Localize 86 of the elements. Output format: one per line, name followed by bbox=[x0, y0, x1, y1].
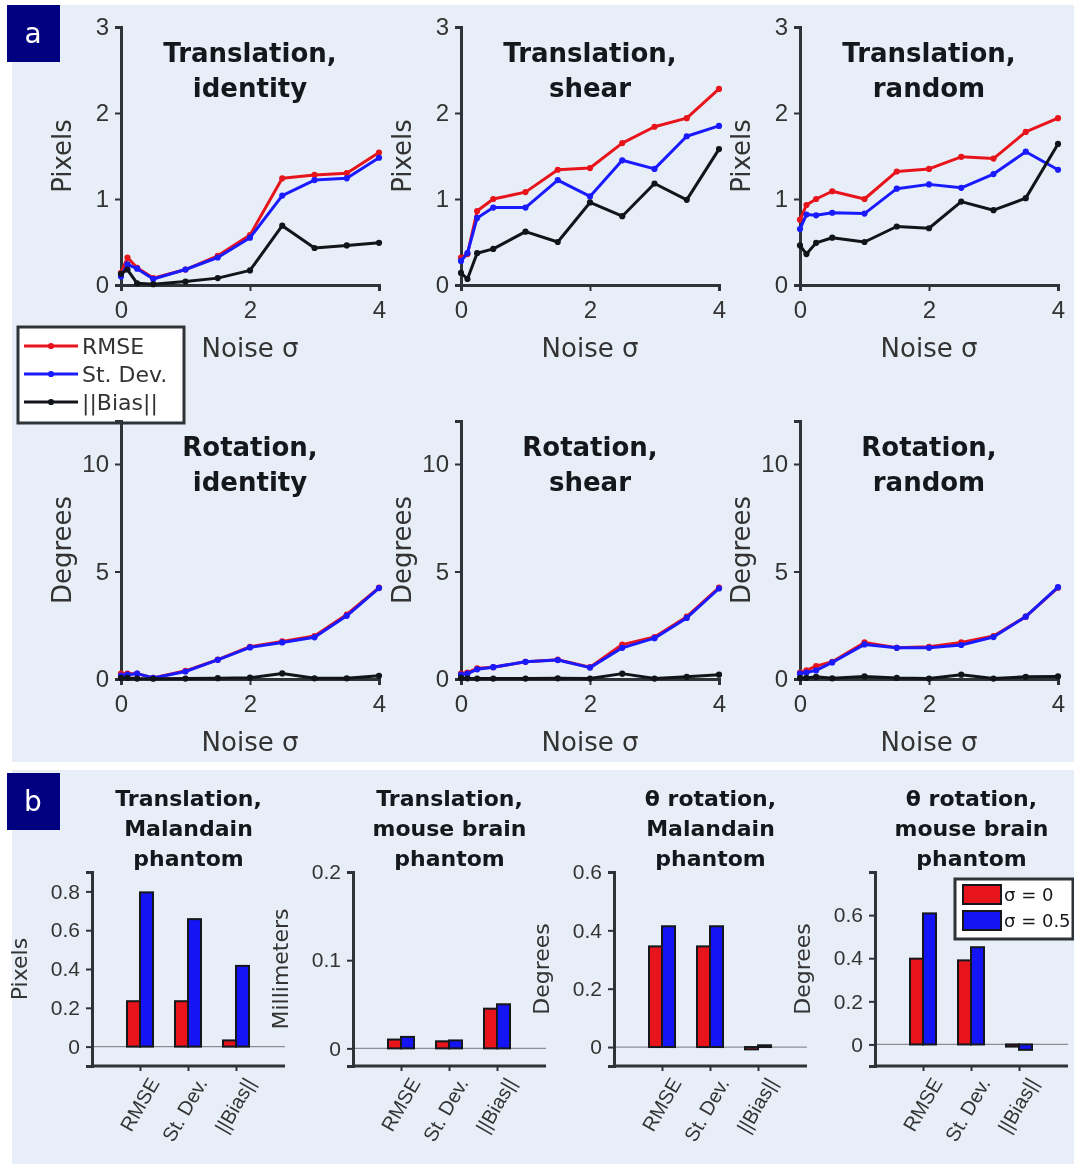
chart-title: θ rotation, Malandain phantom bbox=[644, 786, 777, 871]
y-tick-label: 0 bbox=[435, 665, 449, 693]
y-tick-label: 0 bbox=[774, 271, 788, 299]
y-tick-label: 10 bbox=[82, 450, 109, 478]
y-axis-title: Millimeters bbox=[268, 908, 293, 1030]
y-tick-label: 5 bbox=[774, 557, 788, 585]
x-tick-label: 0 bbox=[793, 296, 808, 324]
x-tick-label: 0 bbox=[793, 690, 808, 718]
x-axis-title: Noise σ bbox=[201, 727, 299, 757]
y-tick-label: 0.2 bbox=[833, 989, 863, 1013]
y-tick-label: 1 bbox=[435, 185, 449, 213]
x-tick-label: 2 bbox=[922, 690, 937, 718]
y-tick-label: 0.2 bbox=[572, 976, 602, 1000]
x-tick-label: 2 bbox=[243, 296, 258, 324]
y-tick-label: 0.2 bbox=[311, 860, 341, 884]
y-tick-label: 5 bbox=[95, 557, 109, 585]
chart-title: Translation, Malandain phantom bbox=[115, 786, 262, 871]
y-axis-title: Pixels bbox=[47, 119, 77, 193]
legend-label: σ = 0 bbox=[1004, 884, 1054, 905]
y-tick-label: 2 bbox=[435, 99, 449, 127]
x-tick-label: 0 bbox=[114, 690, 129, 718]
y-tick-label: 3 bbox=[95, 13, 109, 41]
text: Translation, identity bbox=[163, 38, 337, 103]
x-tick-label: 2 bbox=[922, 296, 937, 324]
y-tick-label: 1 bbox=[774, 185, 788, 213]
text: Translation, random bbox=[842, 38, 1016, 103]
legend-label: ||Bias|| bbox=[82, 390, 158, 416]
text: a bbox=[24, 17, 42, 50]
x-tick-label: 2 bbox=[243, 690, 258, 718]
x-tick-label: 4 bbox=[1051, 690, 1066, 718]
y-axis-title: Degrees bbox=[47, 495, 77, 605]
y-tick-label: 0.8 bbox=[50, 879, 80, 903]
legend-label: σ = 0.5 bbox=[1004, 910, 1071, 931]
y-tick-label: 10 bbox=[761, 450, 788, 478]
text: Rotation, identity bbox=[182, 432, 318, 497]
y-tick-label: 0 bbox=[851, 1032, 863, 1056]
y-tick-label: 0.1 bbox=[311, 948, 341, 972]
y-tick-label: 10 bbox=[422, 450, 449, 478]
y-tick-label: 3 bbox=[435, 13, 449, 41]
y-axis-title: Degrees bbox=[529, 923, 554, 1015]
x-tick-label: 0 bbox=[454, 690, 469, 718]
y-tick-label: 0.6 bbox=[833, 903, 863, 927]
x-axis-title: Noise σ bbox=[541, 727, 639, 757]
legend-label: RMSE bbox=[82, 334, 145, 359]
y-tick-label: 2 bbox=[774, 99, 788, 127]
text: Rotation, shear bbox=[522, 432, 658, 497]
y-axis-title: Degrees bbox=[726, 495, 756, 605]
x-tick-label: 4 bbox=[712, 296, 727, 324]
y-tick-label: 0.2 bbox=[50, 996, 80, 1020]
text: Translation, shear bbox=[503, 38, 677, 103]
y-tick-label: 0 bbox=[329, 1036, 341, 1060]
chart-title: Translation, mouse brain phantom bbox=[372, 786, 527, 871]
y-tick-label: 5 bbox=[435, 557, 449, 585]
y-tick-label: 0.4 bbox=[50, 957, 81, 981]
x-axis-title: Noise σ bbox=[541, 333, 639, 363]
y-tick-label: 0 bbox=[68, 1034, 80, 1058]
y-axis-title: Pixels bbox=[387, 119, 417, 193]
y-tick-label: 0.6 bbox=[572, 860, 602, 884]
y-tick-label: 0 bbox=[435, 271, 449, 299]
y-axis-title: Degrees bbox=[387, 495, 417, 605]
y-tick-label: 3 bbox=[774, 13, 788, 41]
y-tick-label: 0.6 bbox=[50, 918, 80, 942]
x-axis-title: Noise σ bbox=[880, 727, 978, 757]
text: b bbox=[24, 785, 42, 818]
x-tick-label: 0 bbox=[454, 296, 469, 324]
y-tick-label: 0.4 bbox=[572, 918, 603, 942]
y-tick-label: 0 bbox=[590, 1035, 602, 1059]
y-tick-label: 0.4 bbox=[833, 946, 864, 970]
y-axis-title: Degrees bbox=[790, 923, 815, 1015]
x-tick-label: 4 bbox=[372, 296, 387, 324]
legend-label: St. Dev. bbox=[82, 362, 168, 387]
y-axis-title: Pixels bbox=[7, 937, 32, 1001]
x-tick-label: 4 bbox=[712, 690, 727, 718]
y-tick-label: 0 bbox=[95, 271, 109, 299]
y-tick-label: 0 bbox=[95, 665, 109, 693]
x-tick-label: 4 bbox=[1051, 296, 1066, 324]
text: Rotation, random bbox=[861, 432, 997, 497]
y-tick-label: 0 bbox=[774, 665, 788, 693]
x-tick-label: 4 bbox=[372, 690, 387, 718]
y-tick-label: 1 bbox=[95, 185, 109, 213]
chart-title: θ rotation, mouse brain phantom bbox=[894, 786, 1049, 871]
x-axis-title: Noise σ bbox=[201, 333, 299, 363]
x-tick-label: 0 bbox=[114, 296, 129, 324]
x-axis-title: Noise σ bbox=[880, 333, 978, 363]
y-axis-title: Pixels bbox=[726, 119, 756, 193]
y-tick-label: 2 bbox=[95, 99, 109, 127]
